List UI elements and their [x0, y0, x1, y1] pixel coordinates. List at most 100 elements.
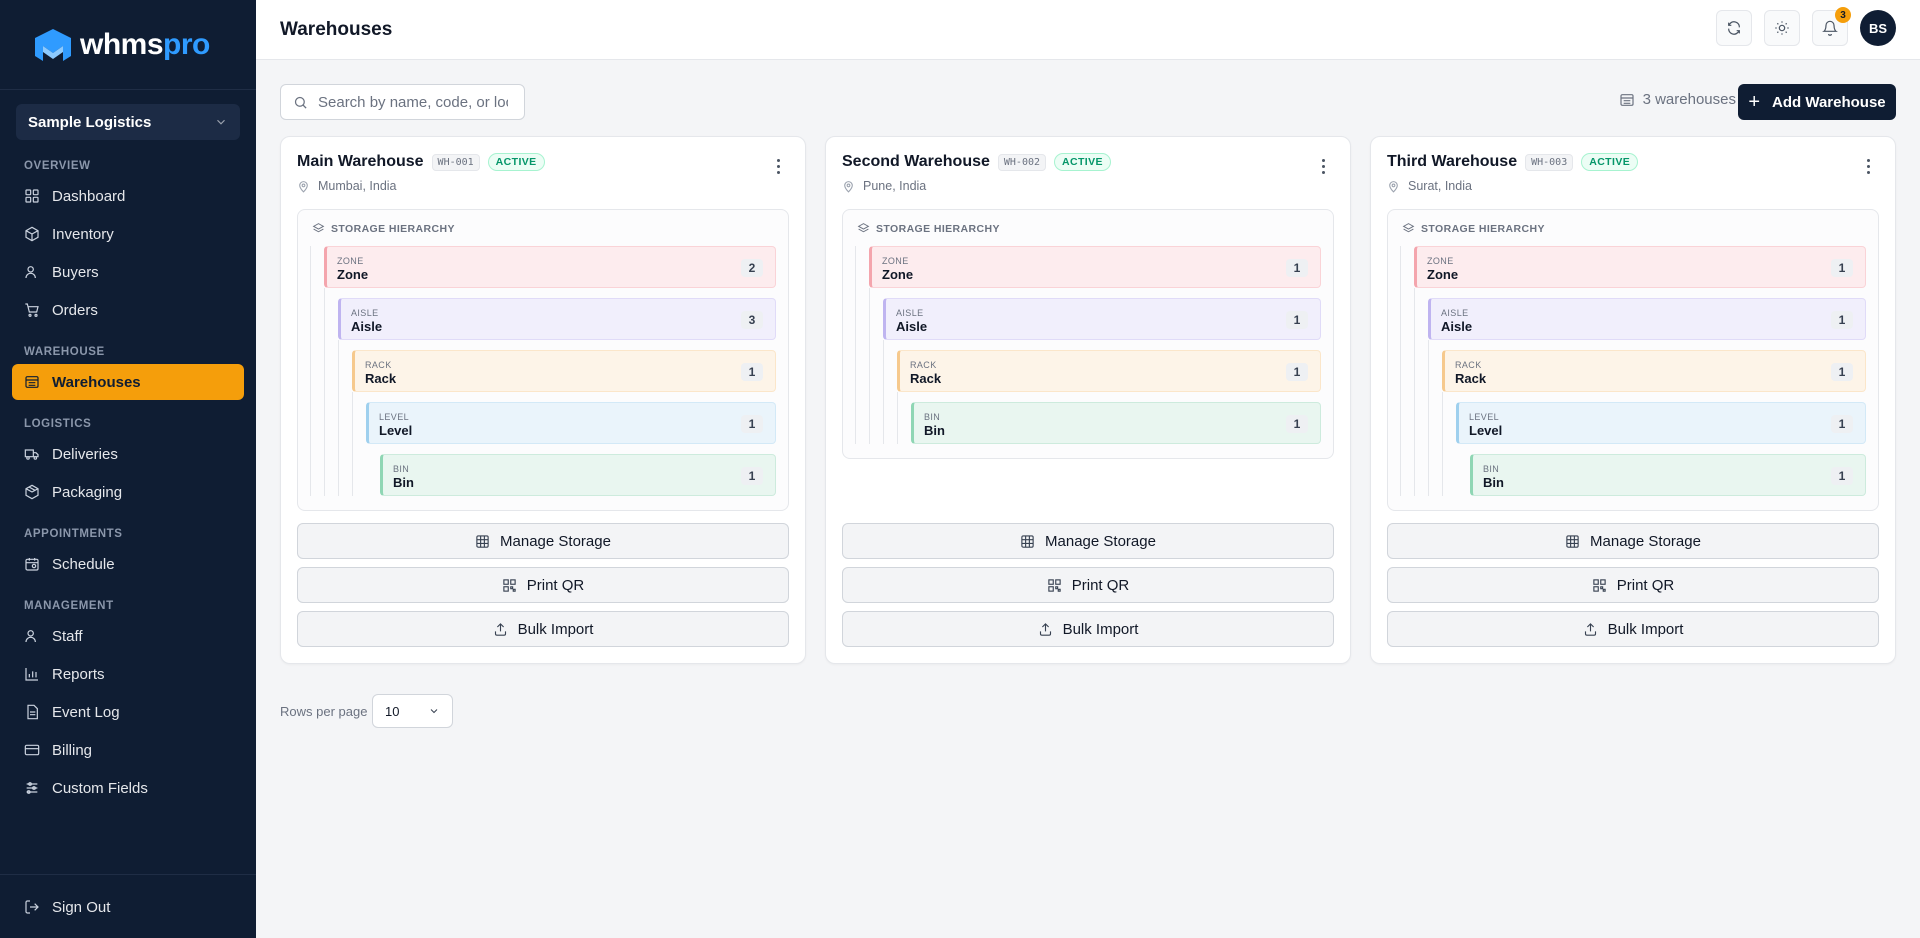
- sidebar-item-inventory[interactable]: Inventory: [12, 216, 244, 252]
- manage-storage-button[interactable]: Manage Storage: [842, 523, 1334, 559]
- staff-icon: [25, 630, 36, 643]
- topbar: Warehouses 3 BS: [256, 0, 1920, 60]
- org-selector[interactable]: Sample Logistics: [16, 104, 240, 140]
- warehouse-card: Second Warehouse WH-002 ACTIVE Pune, Ind…: [825, 136, 1351, 664]
- hierarchy-level-rack[interactable]: RACK Rack 1: [1442, 350, 1866, 392]
- brand-logo[interactable]: whmspro: [0, 0, 256, 90]
- hierarchy-level-level[interactable]: LEVEL Level 1: [1456, 402, 1866, 444]
- sidebar-item-dashboard[interactable]: Dashboard: [12, 178, 244, 214]
- level-count: 2: [741, 259, 763, 277]
- sidebar-item-warehouses[interactable]: Warehouses: [12, 364, 244, 400]
- search-box[interactable]: [280, 84, 525, 120]
- sidebar-item-reports[interactable]: Reports: [12, 656, 244, 692]
- hierarchy-level-bin[interactable]: BIN Bin 1: [380, 454, 776, 496]
- upload-icon: [1584, 622, 1596, 636]
- sidebar-item-deliveries[interactable]: Deliveries: [12, 436, 244, 472]
- print-qr-button[interactable]: Print QR: [842, 567, 1334, 603]
- status-badge: ACTIVE: [1581, 153, 1639, 171]
- hierarchy-level-aisle[interactable]: AISLE Aisle 3: [338, 298, 776, 340]
- hierarchy-level-zone[interactable]: ZONE Zone 1: [1414, 246, 1866, 288]
- level-name: Zone: [882, 267, 914, 282]
- qr-code-icon: [503, 578, 516, 592]
- warehouse-name[interactable]: Second Warehouse: [842, 153, 990, 170]
- nav-section-warehouse: WAREHOUSE Warehouses: [0, 346, 256, 400]
- tree-line: [1414, 288, 1415, 496]
- avatar[interactable]: BS: [1860, 10, 1896, 46]
- refresh-button[interactable]: [1716, 10, 1752, 46]
- hierarchy-level-zone[interactable]: ZONE Zone 1: [869, 246, 1321, 288]
- warehouse-location: Surat, India: [1387, 179, 1472, 193]
- hierarchy-level-rack[interactable]: RACK Rack 1: [897, 350, 1321, 392]
- sidebar-item-event-log[interactable]: Event Log: [12, 694, 244, 730]
- warehouse-card: Third Warehouse WH-003 ACTIVE Surat, Ind…: [1370, 136, 1896, 664]
- level-name: Bin: [393, 475, 414, 490]
- box-icon: [25, 226, 39, 242]
- sign-out-label: Sign Out: [52, 898, 111, 916]
- sidebar-item-orders[interactable]: Orders: [12, 292, 244, 328]
- nav-heading: MANAGEMENT: [24, 600, 114, 612]
- level-type: BIN: [1483, 464, 1500, 474]
- warehouse-name[interactable]: Main Warehouse: [297, 153, 424, 170]
- sidebar-item-label: Inventory: [52, 225, 114, 243]
- top-actions: 3 BS: [1716, 7, 1896, 46]
- sidebar-item-label: Schedule: [52, 555, 115, 573]
- chevron-down-icon: [430, 709, 438, 714]
- print-qr-button[interactable]: Print QR: [1387, 567, 1879, 603]
- more-options-icon[interactable]: [1867, 159, 1871, 177]
- bulk-import-button[interactable]: Bulk Import: [297, 611, 789, 647]
- nav-section-overview: OVERVIEW Dashboard Inventory Buyers Orde…: [0, 160, 256, 328]
- level-type: ZONE: [1427, 256, 1454, 266]
- warehouse-icon: [25, 376, 39, 388]
- level-count: 1: [741, 363, 763, 381]
- level-name: Zone: [1427, 267, 1459, 282]
- sidebar-item-label: Custom Fields: [52, 779, 148, 797]
- print-qr-label: Print QR: [526, 576, 585, 594]
- bell-icon: [1822, 20, 1838, 36]
- level-name: Level: [379, 423, 413, 438]
- hierarchy-level-aisle[interactable]: AISLE Aisle 1: [883, 298, 1321, 340]
- page-title: Warehouses: [280, 18, 393, 40]
- sign-out-button[interactable]: Sign Out: [12, 889, 244, 925]
- manage-storage-button[interactable]: Manage Storage: [297, 523, 789, 559]
- search-input[interactable]: [318, 93, 508, 111]
- print-qr-button[interactable]: Print QR: [297, 567, 789, 603]
- rows-per-page-select[interactable]: 10: [372, 694, 453, 728]
- bulk-import-button[interactable]: Bulk Import: [1387, 611, 1879, 647]
- manage-storage-label: Manage Storage: [1590, 532, 1701, 550]
- brand-name-a: whms: [80, 27, 164, 61]
- add-warehouse-button[interactable]: + Add Warehouse: [1738, 84, 1896, 120]
- bulk-import-button[interactable]: Bulk Import: [842, 611, 1334, 647]
- level-type: BIN: [924, 412, 941, 422]
- warehouse-name[interactable]: Third Warehouse: [1387, 153, 1518, 170]
- theme-toggle-button[interactable]: [1764, 10, 1800, 46]
- hierarchy-level-bin[interactable]: BIN Bin 1: [911, 402, 1321, 444]
- warehouse-location: Mumbai, India: [297, 179, 397, 193]
- sidebar-item-packaging[interactable]: Packaging: [12, 474, 244, 510]
- notification-count-badge: 3: [1835, 7, 1851, 23]
- sidebar-item-billing[interactable]: Billing: [12, 732, 244, 768]
- table-icon: [1021, 534, 1034, 548]
- level-count: 1: [741, 467, 763, 485]
- hierarchy-level-bin[interactable]: BIN Bin 1: [1470, 454, 1866, 496]
- level-type: RACK: [365, 360, 392, 370]
- tree-line: [897, 392, 898, 444]
- bulk-import-label: Bulk Import: [517, 620, 594, 638]
- sidebar-item-custom-fields[interactable]: Custom Fields: [12, 770, 244, 806]
- hierarchy-level-aisle[interactable]: AISLE Aisle 1: [1428, 298, 1866, 340]
- sidebar-item-staff[interactable]: Staff: [12, 618, 244, 654]
- manage-storage-label: Manage Storage: [500, 532, 611, 550]
- more-options-icon[interactable]: [777, 159, 781, 177]
- sidebar-item-schedule[interactable]: Schedule: [12, 546, 244, 582]
- location-text: Pune, India: [863, 179, 927, 193]
- card-header: Third Warehouse WH-003 ACTIVE: [1387, 153, 1639, 171]
- manage-storage-label: Manage Storage: [1045, 532, 1156, 550]
- hierarchy-level-level[interactable]: LEVEL Level 1: [366, 402, 776, 444]
- hierarchy-level-zone[interactable]: ZONE Zone 2: [324, 246, 776, 288]
- sidebar-item-label: Event Log: [52, 703, 120, 721]
- manage-storage-button[interactable]: Manage Storage: [1387, 523, 1879, 559]
- more-options-icon[interactable]: [1322, 159, 1326, 177]
- level-count: 1: [1286, 311, 1308, 329]
- sidebar-item-buyers[interactable]: Buyers: [12, 254, 244, 290]
- notifications-button[interactable]: 3: [1812, 7, 1851, 46]
- hierarchy-level-rack[interactable]: RACK Rack 1: [352, 350, 776, 392]
